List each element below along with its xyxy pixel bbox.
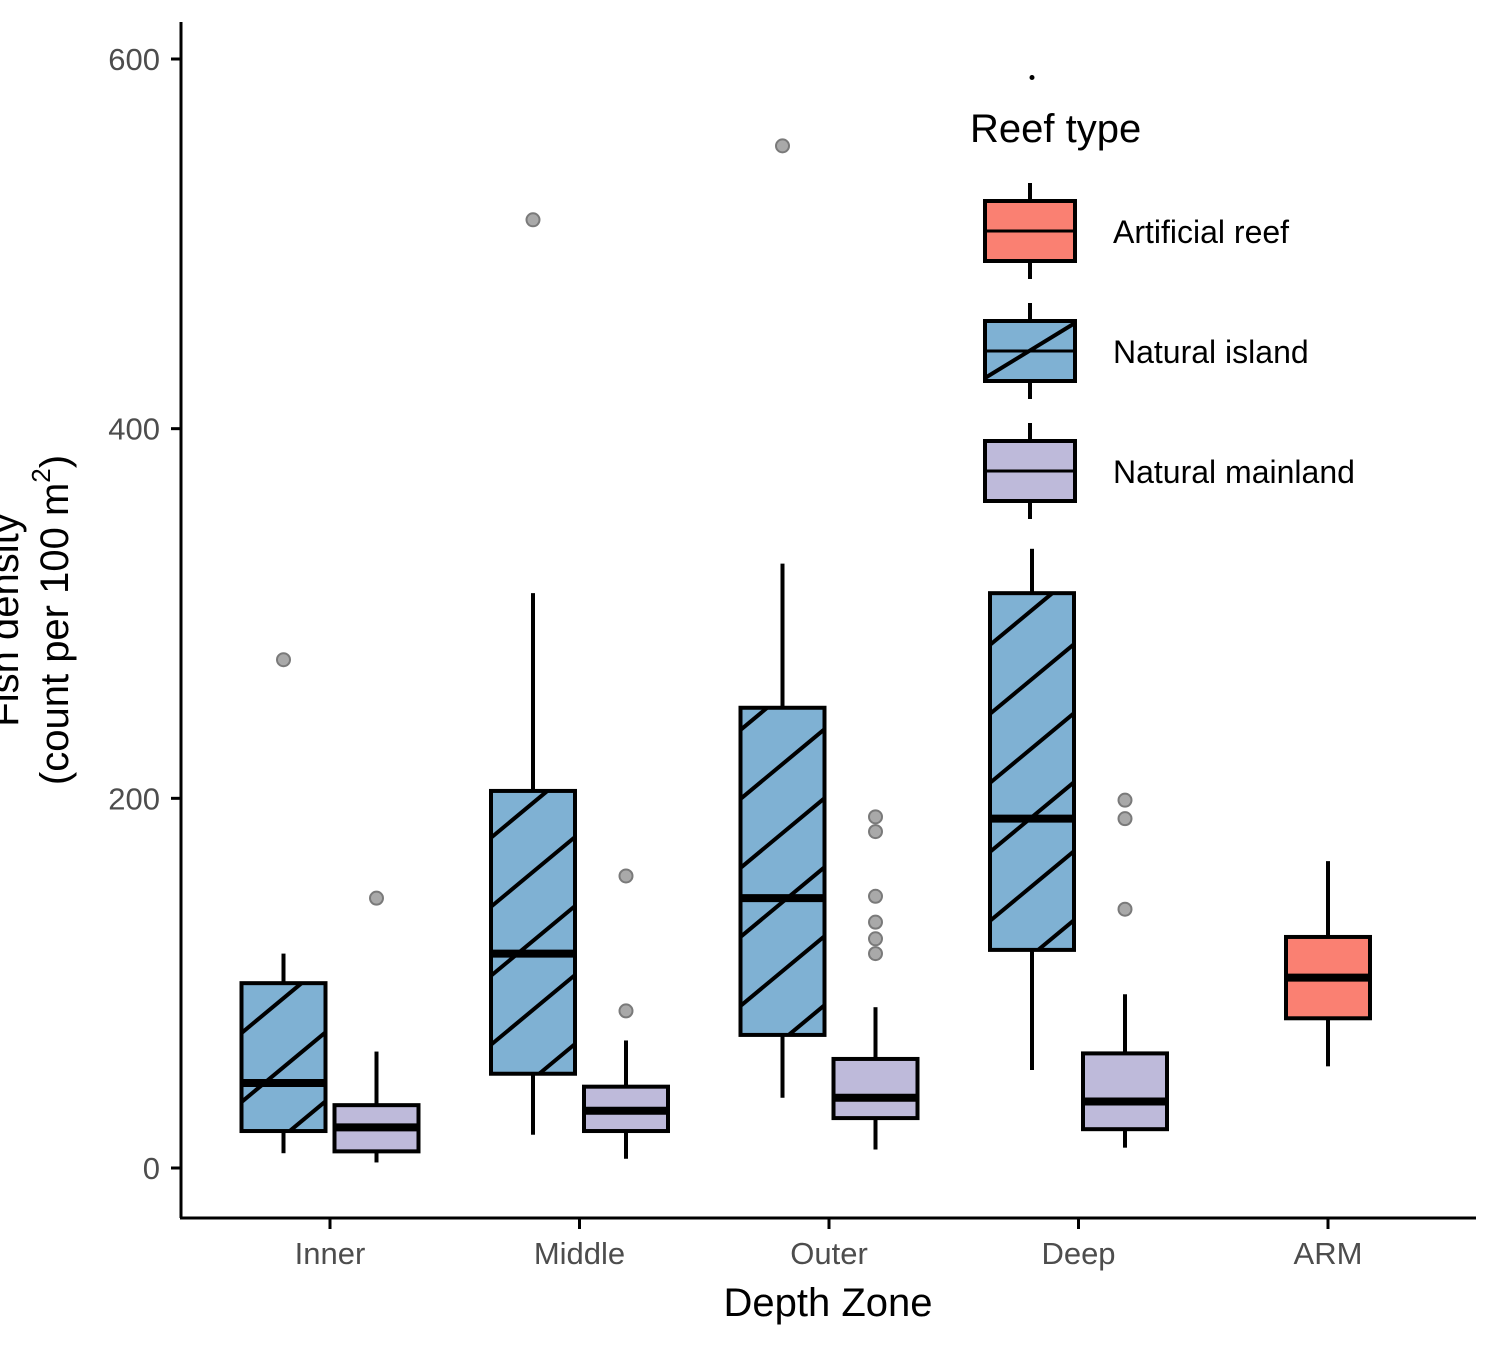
x-tick-label: Inner	[295, 1236, 366, 1271]
outlier-point	[369, 890, 384, 906]
box-hatch-line	[739, 934, 826, 1008]
plot-area	[239, 74, 1372, 1163]
box-hatch-line	[739, 706, 769, 732]
box-hatch-line	[489, 973, 577, 1047]
box-hatch-line	[739, 796, 826, 870]
box-outline	[239, 981, 328, 1134]
legend-label: Natural mainland	[1113, 454, 1355, 490]
y-tick-label: 0	[143, 1151, 160, 1186]
y-tick-label: 600	[108, 42, 160, 77]
outlier-point	[868, 914, 883, 930]
outlier-point	[525, 212, 541, 228]
legend: Reef type Artificial reef Natural island N…	[970, 107, 1355, 519]
box-natural-mainland-middle	[582, 868, 670, 1159]
box-hatch-line	[537, 1042, 577, 1076]
box-outline	[831, 1056, 920, 1121]
y-axis-title: Fish density (count per 100 m2)	[0, 455, 77, 785]
box-outline	[1081, 1051, 1169, 1132]
outlier-point	[618, 1003, 634, 1019]
outlier-point	[868, 888, 883, 904]
box-body	[740, 707, 825, 1035]
axes	[179, 22, 1476, 1220]
box-outline	[988, 591, 1076, 952]
box-natural-mainland-inner	[332, 890, 421, 1163]
x-tick-label: Middle	[534, 1236, 625, 1271]
box-hatch-line	[739, 727, 826, 801]
outlier-point	[1029, 74, 1035, 80]
box-hatch-line	[288, 1099, 327, 1133]
y-axis-title-line2: (count per 100 m2)	[26, 455, 77, 785]
box-natural-island-outer	[738, 138, 827, 1098]
box-hatch-line	[988, 849, 1076, 923]
legend-item-natural-island: Natural island	[983, 303, 1309, 399]
outlier-point	[1117, 792, 1133, 808]
outlier-point	[1117, 901, 1133, 917]
box-hatch-line	[489, 835, 577, 909]
legend-item-natural-mainland: Natural mainland	[983, 423, 1355, 519]
y-axis-title-prefix: (count per 100 m	[33, 483, 77, 785]
y-axis-title-suffix: )	[33, 455, 77, 468]
x-tick-label: Outer	[790, 1236, 868, 1271]
x-tick-label: Deep	[1041, 1236, 1115, 1271]
legend-label: Natural island	[1113, 334, 1309, 370]
box-hatch-line	[489, 904, 577, 978]
outlier-point	[276, 652, 291, 668]
outlier-point	[775, 138, 790, 154]
box-natural-mainland-deep	[1081, 792, 1169, 1148]
box-natural-mainland-outer	[831, 809, 920, 1150]
box-hatch-line	[240, 1030, 327, 1104]
box-outline	[738, 705, 827, 1037]
y-tick-label: 200	[108, 781, 160, 816]
box-body	[833, 1058, 918, 1119]
legend-item-artificial-reef: Artificial reef	[983, 183, 1289, 279]
outlier-point	[868, 931, 883, 947]
box-hatch-line	[489, 789, 549, 840]
box-hatch-line	[988, 642, 1076, 716]
outlier-point	[618, 868, 634, 884]
box-body	[1083, 1053, 1167, 1130]
legend-label: Artificial reef	[1113, 214, 1289, 250]
y-tick-label: 400	[108, 412, 160, 447]
outlier-point	[1117, 811, 1133, 827]
x-axis-title: Depth Zone	[723, 1281, 932, 1325]
box-hatch-line	[988, 711, 1076, 785]
y-axis-title-superscript: 2	[26, 468, 56, 482]
box-hatch-line	[1036, 918, 1076, 952]
box-artificial-reef-arm	[1284, 861, 1372, 1067]
ticks: 0 200 400 600 Inner Middle Outer Deep ARM	[108, 42, 1362, 1271]
box-natural-island-middle	[489, 212, 577, 1135]
box-hatch-line	[988, 591, 1054, 647]
box-body	[491, 790, 575, 1074]
box-outline	[489, 788, 577, 1076]
box-hatch-line	[787, 1003, 826, 1037]
box-natural-island-inner	[239, 652, 328, 1154]
box-body	[241, 983, 326, 1132]
box-hatch-line	[240, 981, 303, 1035]
outlier-point	[868, 824, 883, 840]
outlier-point	[868, 809, 883, 825]
x-tick-label: ARM	[1294, 1236, 1363, 1271]
box-natural-island-deep	[988, 74, 1076, 1071]
legend-title: Reef type	[970, 107, 1141, 151]
outlier-point	[868, 946, 883, 962]
y-axis-title-line1: Fish density	[0, 513, 27, 726]
